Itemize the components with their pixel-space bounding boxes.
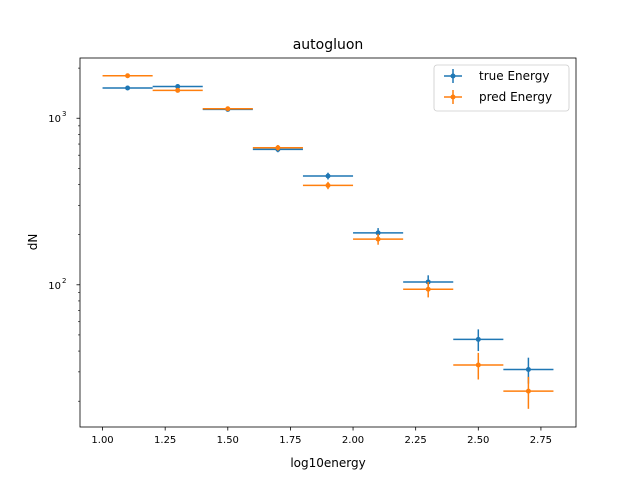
data-point — [175, 87, 181, 93]
x-tick-label: 1.75 — [279, 435, 301, 446]
data-point — [375, 230, 381, 236]
legend-label: pred Energy — [479, 90, 552, 104]
data-point — [375, 236, 381, 242]
legend-box — [433, 64, 570, 112]
y-axis-label: dN — [26, 234, 40, 251]
x-tick-label: 2.25 — [405, 435, 427, 446]
data-point — [275, 145, 281, 151]
data-point — [475, 362, 481, 368]
plot-background — [80, 58, 576, 427]
y-tick-label: 10 — [48, 281, 61, 292]
data-point — [325, 173, 331, 179]
x-tick-label: 2.00 — [342, 435, 364, 446]
y-tick-label: 10 — [48, 114, 61, 125]
x-tick-label: 1.50 — [217, 435, 239, 446]
legend-handle-marker — [450, 73, 456, 79]
x-tick-label: 2.50 — [467, 435, 489, 446]
series-pred-energy — [102, 73, 554, 409]
data-point — [325, 182, 331, 188]
legend: true Energy pred Energy — [433, 64, 570, 112]
data-point — [425, 286, 431, 292]
data-point — [125, 73, 131, 79]
data-point — [125, 85, 131, 91]
data-point — [225, 106, 231, 112]
y-tick-label-exponent: 2 — [62, 277, 66, 285]
legend-label: true Energy — [479, 69, 549, 83]
legend-handle-marker — [450, 94, 456, 100]
chart-title: autogluon — [293, 37, 364, 53]
x-tick-label: 1.00 — [91, 435, 113, 446]
data-point — [475, 336, 481, 342]
x-tick-label: 1.25 — [154, 435, 176, 446]
data-point — [525, 388, 531, 394]
x-axis-label: log10energy — [290, 456, 365, 470]
x-tick-label: 2.75 — [530, 435, 552, 446]
series-layer — [102, 73, 554, 409]
x-axis: 1.00 1.25 1.50 1.75 2.00 2.25 2.50 2.75 — [91, 427, 552, 446]
data-point — [175, 84, 181, 90]
y-tick-label-exponent: 3 — [62, 110, 66, 118]
data-point — [525, 367, 531, 373]
plot-frame — [79, 57, 577, 428]
